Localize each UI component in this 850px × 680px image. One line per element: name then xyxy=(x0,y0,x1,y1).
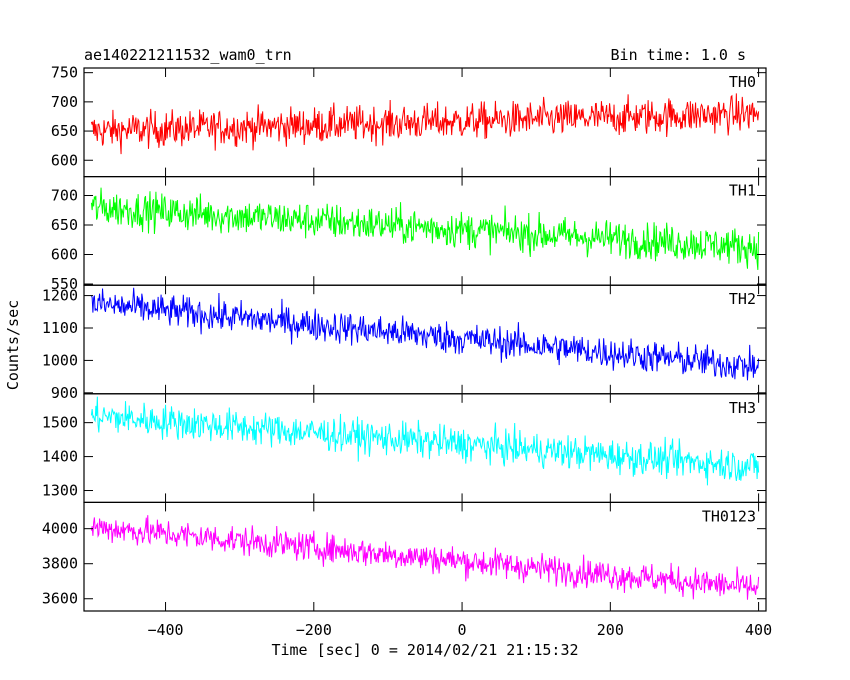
panel-th3: 1300 1400 1500 TH3 xyxy=(42,393,767,503)
y-tick-label: 1300 xyxy=(42,482,78,500)
y-tick-label: 3800 xyxy=(42,555,78,573)
x-tick-label: 400 xyxy=(745,621,772,639)
x-tick-label: 0 xyxy=(458,621,467,639)
panel-th1: 550 600 650 700 TH1 xyxy=(51,176,767,293)
x-axis-label: Time [sec] 0 = 2014/02/21 21:15:32 xyxy=(271,641,578,659)
x-tick-label: 200 xyxy=(597,621,624,639)
y-tick-label: 600 xyxy=(51,246,78,264)
x-tick-label: −400 xyxy=(147,621,183,639)
chart-title: ae140221211532_wam0_trn xyxy=(84,46,292,64)
y-tick-label: 4000 xyxy=(42,520,78,538)
y-tick-label: 700 xyxy=(51,93,78,111)
panel-th2: 900 1000 1100 1200 TH2 xyxy=(42,284,767,402)
y-tick-label: 900 xyxy=(51,384,78,402)
bin-time-label: Bin time: 1.0 s xyxy=(611,46,746,64)
panel-frame xyxy=(83,176,767,286)
y-tick-label: 1500 xyxy=(42,414,78,432)
y-tick-label: 1000 xyxy=(42,351,78,369)
y-tick-label: 1200 xyxy=(42,287,78,305)
series-line-th1 xyxy=(90,187,760,270)
series-line-th0 xyxy=(90,93,760,155)
panel-label: TH1 xyxy=(729,182,756,200)
panel-label: TH3 xyxy=(729,399,756,417)
panels-group: 600 650 700 750 TH0 550 600 650 700 TH1 900 1000 110… xyxy=(42,64,767,612)
panel-frame xyxy=(83,501,767,612)
y-tick-label: 650 xyxy=(51,216,78,234)
series-line-th0123 xyxy=(90,515,760,600)
x-tick-label: −200 xyxy=(296,621,332,639)
y-axis-label: Counts/sec xyxy=(4,300,22,390)
series-line-th3 xyxy=(90,396,760,486)
y-tick-label: 750 xyxy=(51,64,78,82)
series-line-th2 xyxy=(90,287,760,381)
panel-label: TH0123 xyxy=(702,507,756,525)
y-tick-label: 700 xyxy=(51,186,78,204)
x-axis-ticks: −400 −200 0 200 400 xyxy=(147,621,772,639)
y-tick-label: 550 xyxy=(51,275,78,293)
y-tick-label: 1400 xyxy=(42,448,78,466)
y-tick-label: 650 xyxy=(51,122,78,140)
y-tick-label: 600 xyxy=(51,151,78,169)
panel-frame xyxy=(83,393,767,503)
panel-th0123: 3600 3800 4000 TH0123 xyxy=(42,501,767,612)
panel-th0: 600 650 700 750 TH0 xyxy=(51,64,767,178)
panel-label: TH0 xyxy=(729,73,756,91)
y-tick-label: 3600 xyxy=(42,590,78,608)
y-tick-label: 1100 xyxy=(42,319,78,337)
panel-label: TH2 xyxy=(729,290,756,308)
